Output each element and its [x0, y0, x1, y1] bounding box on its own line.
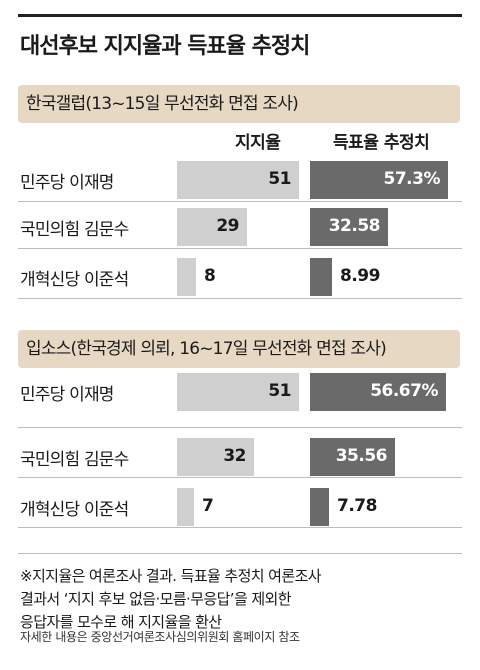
- support-bar: [177, 488, 194, 526]
- note-line-2: 결과서 ‘지지 후보 없음·모름·무응답’을 제외한: [20, 590, 292, 608]
- column-header-vote-estimate: 득표율 추정치: [333, 133, 430, 153]
- support-bar: [177, 373, 299, 411]
- support-value: 51: [268, 169, 291, 189]
- row-label: 국민의힘 김문수: [20, 220, 129, 240]
- row-divider: [18, 527, 462, 528]
- vote-estimate-bar: [310, 438, 395, 476]
- row-divider: [18, 298, 462, 299]
- note-line-3: 응답자를 모수로 해 지지율을 환산: [20, 613, 222, 631]
- vote-estimate-bar: [310, 208, 388, 246]
- vote-estimate-bar: [310, 258, 332, 296]
- support-value: 51: [268, 381, 291, 401]
- vote-estimate-value: 56.67%: [370, 381, 438, 401]
- row-divider: [18, 427, 462, 428]
- section-title-ipsos: 입소스(한국경제 의뢰, 16~17일 무선전화 면접 조사): [18, 330, 460, 368]
- support-value: 8: [204, 266, 216, 286]
- row-label: 민주당 이재명: [20, 173, 114, 193]
- row-divider: [18, 477, 462, 478]
- vote-estimate-value: 8.99: [340, 266, 380, 286]
- note-divider: [18, 553, 462, 554]
- support-bar: [177, 438, 254, 476]
- vote-estimate-value: 57.3%: [383, 169, 441, 189]
- vote-estimate-value: 7.78: [337, 496, 377, 516]
- row-divider: [18, 248, 462, 249]
- vote-estimate-bar: [310, 161, 448, 199]
- top-rule: [18, 14, 462, 17]
- note-line-1: ※지지율은 여론조사 결과. 득표율 추정치 여론조사: [20, 567, 322, 585]
- row-label: 국민의힘 김문수: [20, 450, 129, 470]
- support-bar: [177, 208, 247, 246]
- row-label: 개혁신당 이준석: [20, 500, 129, 520]
- section-title-gallup: 한국갤럽(13~15일 무선전화 면접 조사): [18, 85, 460, 123]
- chart-title: 대선후보 지지율과 득표율 추정치: [20, 34, 310, 59]
- support-value: 29: [216, 216, 239, 236]
- vote-estimate-bar: [310, 373, 446, 411]
- vote-estimate-bar: [310, 488, 329, 526]
- support-value: 7: [202, 496, 214, 516]
- support-value: 32: [223, 446, 246, 466]
- vote-estimate-value: 32.58: [328, 216, 381, 236]
- column-header-support: 지지율: [235, 133, 281, 153]
- row-divider: [18, 201, 462, 202]
- support-bar: [177, 258, 196, 296]
- support-bar: [177, 161, 299, 199]
- source-credit: 자세한 내용은 중앙선거여론조사심의위원회 홈페이지 참조: [20, 630, 300, 644]
- vote-estimate-value: 35.56: [335, 446, 388, 466]
- row-label: 개혁신당 이준석: [20, 270, 129, 290]
- row-label: 민주당 이재명: [20, 385, 114, 405]
